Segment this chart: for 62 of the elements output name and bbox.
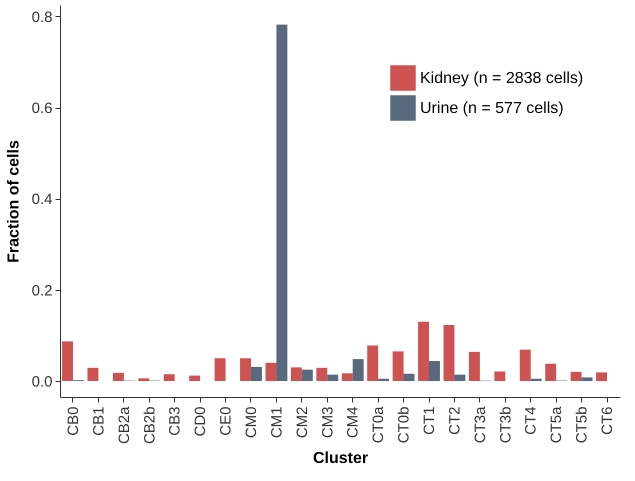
bar bbox=[316, 368, 328, 382]
bar bbox=[429, 360, 440, 382]
bar bbox=[164, 374, 175, 382]
x-tick-label: CB2a bbox=[116, 406, 133, 444]
bar bbox=[302, 370, 313, 382]
x-tick-label: CT5b bbox=[574, 406, 591, 444]
y-tick-label: 0.0 bbox=[32, 374, 52, 391]
bar bbox=[367, 345, 378, 382]
x-tick-label: CT0a bbox=[370, 406, 388, 444]
x-tick-label: CT6 bbox=[599, 406, 616, 435]
x-tick-label: CT3b bbox=[497, 406, 514, 444]
legend-label: Kidney (n = 2838 cells) bbox=[420, 70, 584, 87]
bar bbox=[392, 351, 404, 382]
bar bbox=[404, 374, 415, 382]
bar bbox=[418, 322, 430, 382]
bar bbox=[112, 372, 124, 382]
x-tick-label: CB1 bbox=[90, 406, 108, 436]
bar bbox=[582, 377, 593, 382]
x-tick-label: CD0 bbox=[192, 406, 210, 437]
bar bbox=[276, 24, 288, 382]
bar bbox=[444, 324, 454, 382]
bar bbox=[327, 374, 338, 382]
x-tick-label: CM0 bbox=[242, 406, 260, 438]
legend-label: Urine (n = 577 cells) bbox=[420, 100, 564, 117]
bar bbox=[545, 364, 556, 382]
x-tick-label: CB3 bbox=[166, 406, 184, 436]
x-tick-label: CM4 bbox=[344, 406, 362, 438]
y-tick-label: 0.6 bbox=[32, 100, 52, 118]
x-tick-label: CB2b bbox=[141, 406, 158, 444]
y-axis-title: Fraction of cells bbox=[6, 140, 23, 263]
bar bbox=[520, 350, 531, 382]
x-tick-label: CT0b bbox=[396, 406, 413, 444]
bar bbox=[596, 372, 608, 382]
x-axis-title: Cluster bbox=[312, 450, 368, 468]
bar bbox=[214, 358, 226, 382]
bar bbox=[189, 376, 200, 382]
y-tick-label: 0.8 bbox=[32, 8, 52, 26]
x-tick-label: CM2 bbox=[294, 406, 311, 438]
bar bbox=[87, 368, 98, 382]
bar bbox=[342, 373, 353, 382]
bar bbox=[290, 367, 302, 382]
x-tick-label: CE0 bbox=[218, 406, 235, 436]
bar bbox=[570, 372, 582, 382]
bar bbox=[250, 366, 262, 382]
y-tick-label: 0.4 bbox=[32, 191, 52, 208]
bar bbox=[240, 358, 251, 382]
x-tick-label: CM3 bbox=[319, 406, 336, 438]
x-tick-label: CT5a bbox=[548, 406, 566, 444]
y-tick-label: 0.2 bbox=[32, 282, 52, 300]
x-tick-label: CT2 bbox=[446, 406, 464, 435]
bar bbox=[454, 374, 466, 382]
bar bbox=[62, 341, 73, 382]
x-tick-label: CT1 bbox=[421, 406, 438, 435]
bar bbox=[468, 352, 480, 382]
x-tick-label: CT4 bbox=[522, 406, 540, 435]
bar bbox=[352, 359, 364, 382]
x-tick-label: CM1 bbox=[268, 406, 286, 438]
bar bbox=[138, 378, 150, 382]
x-tick-label: CT3a bbox=[472, 406, 489, 444]
bar bbox=[265, 362, 276, 382]
bar bbox=[494, 371, 506, 382]
x-tick-label: CB0 bbox=[64, 406, 82, 436]
